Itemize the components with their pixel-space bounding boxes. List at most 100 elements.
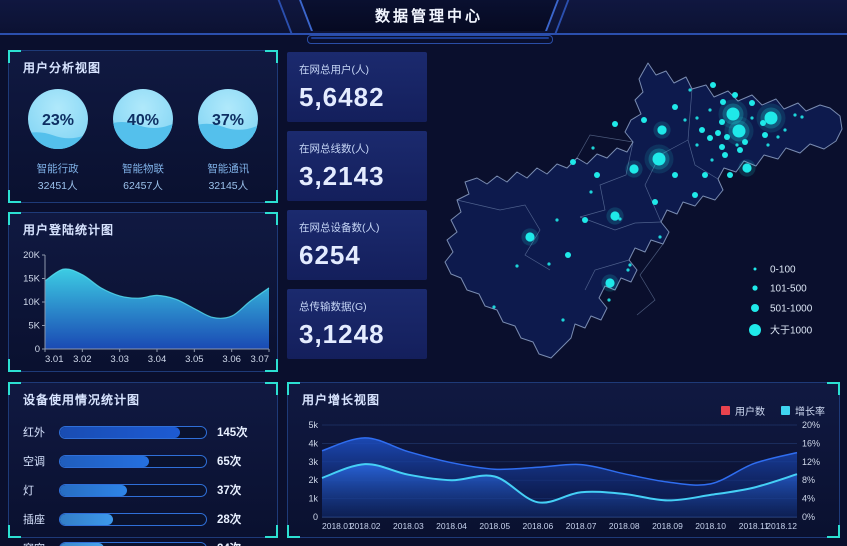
svg-text:1k: 1k (308, 494, 318, 504)
corner-accent (265, 359, 278, 372)
bar-value: 37次 (217, 485, 242, 497)
bar-category-label: 插座 (23, 514, 45, 526)
gauge-value: 32451人 (37, 180, 78, 192)
svg-text:3.03: 3.03 (110, 354, 128, 365)
gauge-value: 62457人 (123, 180, 163, 192)
svg-text:2018.08: 2018.08 (609, 521, 640, 531)
svg-text:3.07: 3.07 (251, 354, 270, 365)
svg-text:20K: 20K (23, 250, 41, 261)
bar-fill (60, 513, 113, 525)
bar-fill (60, 484, 128, 496)
growth-chart-legend: 用户数 增长率 (721, 403, 825, 418)
svg-text:0: 0 (313, 512, 318, 522)
svg-text:10K: 10K (23, 297, 41, 308)
bar-track (59, 454, 207, 468)
panel-user-growth: 用户增长视图 用户数 增长率 0 0% 1k 4% 2k 8% 3k 12% 4k 16% 5k 20%… (287, 382, 840, 538)
stat-card-1: 在网总线数(人) 3,2143 (287, 131, 427, 201)
svg-text:2018.03: 2018.03 (393, 521, 424, 531)
svg-text:4k: 4k (308, 438, 318, 448)
svg-text:0-100: 0-100 (770, 265, 796, 276)
svg-text:5K: 5K (28, 321, 40, 332)
corner-accent (287, 382, 300, 395)
corner-accent (8, 359, 21, 372)
svg-text:20%: 20% (802, 420, 820, 430)
svg-text:4%: 4% (802, 494, 815, 504)
svg-text:2018.01: 2018.01 (322, 521, 353, 531)
bar-fill (60, 455, 150, 467)
legend-label: 增长率 (795, 407, 825, 418)
legend-item-增长率[interactable]: 增长率 (781, 403, 825, 418)
panel-title-user-analysis: 用户分析视图 (23, 61, 102, 75)
svg-text:2018.04: 2018.04 (436, 521, 467, 531)
svg-text:3k: 3k (308, 457, 318, 467)
svg-text:2018.12: 2018.12 (766, 521, 797, 531)
corner-accent (265, 525, 278, 538)
corner-accent (265, 382, 278, 395)
gauge-value: 32145人 (208, 180, 249, 192)
legend-swatch (721, 406, 730, 415)
legend-item-用户数[interactable]: 用户数 (721, 403, 765, 418)
liquid-gauges: 23% 智能行政 32451人 40% 智能物联 62457人 37% 智能通讯 32145人 (9, 76, 277, 193)
bar-track (59, 541, 207, 546)
stat-value: 5,6482 (299, 82, 385, 112)
gauge-智能通讯: 37% 智能通讯 32145人 (186, 86, 270, 193)
svg-text:3.01: 3.01 (45, 354, 64, 365)
stat-cards: 在网总用户(人) 5,6482 在网总线数(人) 3,2143 在网总设备数(人) 625… (287, 52, 427, 368)
panel-title-user-growth: 用户增长视图 (302, 393, 381, 407)
gauge-智能行政: 23% 智能行政 32451人 (16, 86, 100, 193)
login-area-chart[interactable]: 0 5K 10K 15K 20K 3.01 3.02 3.03 3.04 3.05 3.06 3.07 (15, 243, 273, 374)
svg-text:16%: 16% (802, 438, 820, 448)
region-bubble-map[interactable]: 0-100 101-500 501-1000 大于1000 (430, 45, 847, 380)
legend-swatch (781, 406, 790, 415)
corner-accent (827, 382, 840, 395)
bar-row-空调: 空调 65次 (23, 453, 263, 469)
bar-track (59, 425, 207, 439)
header-slash-left (277, 0, 293, 33)
svg-text:101-500: 101-500 (770, 284, 807, 295)
stat-value: 6254 (299, 240, 361, 270)
corner-accent (287, 525, 300, 538)
header-ornament (307, 35, 553, 44)
stat-value: 3,2143 (299, 161, 385, 191)
svg-text:3.04: 3.04 (148, 354, 167, 365)
growth-area-chart[interactable]: 0 0% 1k 4% 2k 8% 3k 12% 4k 16% 5k 20% 2018.01 2018.02… (296, 417, 833, 538)
gauge-label: 智能行政 (36, 163, 79, 175)
svg-text:大于1000: 大于1000 (770, 324, 813, 337)
corner-accent (8, 50, 21, 63)
bar-track (59, 483, 207, 497)
legend-label: 用户数 (735, 407, 765, 418)
bar-category-label: 灯 (23, 485, 34, 497)
bar-track (59, 512, 207, 526)
svg-text:15K: 15K (23, 274, 41, 285)
page-title-container: 数据管理中心 (300, 0, 558, 31)
bar-value: 145次 (217, 427, 248, 439)
bar-row-插座: 插座 28次 (23, 511, 263, 527)
stat-card-2: 在网总设备数(人) 6254 (287, 210, 427, 280)
svg-text:2018.05: 2018.05 (479, 521, 510, 531)
corner-accent (8, 190, 21, 203)
svg-text:2018.09: 2018.09 (652, 521, 683, 531)
panel-login-stats: 用户登陆统计图 0 5K 10K 15K 20K 3.01 3.02 3.03 3.04 3.05… (8, 212, 278, 372)
bar-row-灯: 灯 37次 (23, 482, 263, 498)
panel-title-device-usage: 设备使用情况统计图 (23, 393, 141, 407)
corner-accent (8, 212, 21, 225)
stat-label: 在网总设备数(人) (299, 222, 380, 234)
svg-text:0: 0 (35, 344, 40, 355)
bar-row-红外: 红外 145次 (23, 424, 263, 440)
corner-accent (8, 382, 21, 395)
corner-accent (265, 190, 278, 203)
bar-fill (60, 426, 180, 438)
gauge-label: 智能物联 (121, 163, 164, 175)
panel-user-analysis: 用户分析视图 23% 智能行政 32451人 40% 智能物联 62457人 37% 智能通讯… (8, 50, 278, 203)
svg-text:2018.10: 2018.10 (695, 521, 726, 531)
stat-card-0: 在网总用户(人) 5,6482 (287, 52, 427, 122)
stat-label: 在网总用户(人) (299, 64, 369, 76)
svg-text:2k: 2k (308, 475, 318, 485)
corner-accent (265, 212, 278, 225)
bar-value: 65次 (217, 456, 242, 468)
corner-accent (265, 50, 278, 63)
svg-text:37%: 37% (212, 112, 244, 129)
bar-value: 28次 (217, 514, 242, 526)
